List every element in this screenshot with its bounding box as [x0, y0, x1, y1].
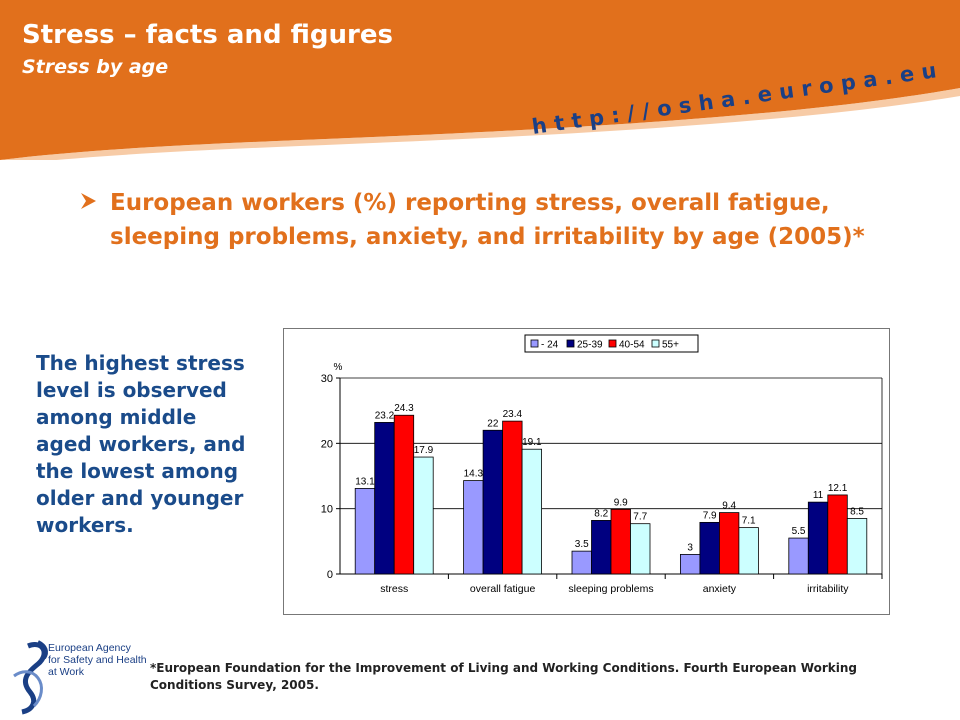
- arrow-bullet-icon: [81, 193, 96, 209]
- data-label: 11: [813, 490, 824, 501]
- data-label: 22: [487, 418, 499, 429]
- osha-url-link[interactable]: http://osha.europa.eu: [0, 0, 960, 160]
- data-label: 14.3: [464, 469, 484, 480]
- side-commentary: The highest stress level is observed amo…: [36, 351, 246, 537]
- legend-swatch: [566, 339, 575, 348]
- bar: [679, 553, 701, 575]
- bar: [846, 518, 868, 575]
- data-label: 17.9: [414, 445, 434, 456]
- data-label: 3.5: [575, 539, 589, 550]
- bar: [610, 508, 631, 575]
- bar: [591, 520, 612, 575]
- data-label: 8.2: [594, 508, 608, 519]
- data-label: 7.7: [633, 512, 647, 523]
- legend-swatch: [651, 339, 660, 348]
- bar: [413, 456, 434, 575]
- data-label: 23.2: [375, 410, 395, 421]
- bar: [827, 494, 848, 575]
- bar: [482, 429, 504, 575]
- bar: [354, 488, 376, 575]
- x-tick-label: sleeping problems: [568, 583, 653, 595]
- legend-label: - 24: [541, 340, 559, 351]
- legend-label: 25-39: [577, 340, 603, 351]
- data-label: 7.9: [703, 510, 717, 521]
- header-swoosh: [0, 0, 960, 160]
- y-tick-label: 30: [321, 373, 333, 385]
- y-tick-label: 0: [327, 569, 333, 581]
- logo-line: European Agency: [48, 642, 131, 654]
- bar: [699, 521, 720, 575]
- source-footnote: *European Foundation for the Improvement…: [150, 661, 857, 692]
- x-tick-label: irritability: [807, 583, 849, 595]
- bar: [738, 527, 759, 575]
- data-label: 3: [687, 542, 693, 553]
- chart-svg: 0 10 20 30% 13.1 23.224.3 17.9 stress 14.3 22 23.4…: [321, 334, 883, 595]
- bar: [463, 480, 484, 575]
- stress-by-age-chart: 0 10 20 30% 13.1 23.2 24.3 17.9 stress 14.3 22 23.4…: [283, 328, 890, 615]
- data-label: 19.1: [522, 437, 542, 448]
- bar: [521, 448, 543, 575]
- bar: [374, 422, 395, 575]
- legend-label: 55+: [662, 340, 679, 351]
- data-label: 9.9: [614, 497, 628, 508]
- data-label: 23.4: [503, 409, 523, 420]
- bar: [788, 537, 809, 575]
- x-tick-label: overall fatigue: [470, 583, 536, 595]
- legend-swatch: [530, 339, 539, 348]
- data-label: 13.1: [355, 476, 375, 487]
- y-tick-label: 20: [321, 438, 333, 450]
- logo-line: at Work: [48, 666, 84, 678]
- bullet-heading: European workers (%) reporting stress, o…: [78, 186, 938, 254]
- bar: [393, 414, 415, 575]
- bar: [630, 523, 651, 575]
- y-tick-label: 10: [321, 504, 333, 516]
- bar: [807, 501, 829, 575]
- bullet-text: European workers (%) reporting stress, o…: [110, 190, 865, 250]
- data-label: 24.3: [394, 403, 414, 414]
- osha-url-text[interactable]: http://osha.europa.eu: [530, 57, 945, 139]
- data-label: 12.1: [828, 483, 848, 494]
- eu-osha-logo-icon: [13, 640, 48, 715]
- logo-text: European Agency for Safety and Health at…: [48, 642, 148, 678]
- x-tick-label: anxiety: [703, 583, 737, 595]
- page-title: Stress – facts and figures: [22, 20, 393, 50]
- data-label: 7.1: [742, 516, 756, 527]
- data-label: 9.4: [722, 501, 736, 512]
- page-subtitle: Stress by age: [22, 56, 169, 78]
- data-label: 5.5: [792, 526, 806, 537]
- legend-swatch: [608, 339, 617, 348]
- legend-label: 40-54: [619, 340, 645, 351]
- header-band: Stress – facts and figures Stress by age…: [0, 0, 960, 160]
- logo-line: for Safety and Health: [48, 654, 147, 666]
- bar: [718, 512, 740, 575]
- bar: [571, 550, 592, 575]
- x-tick-label: stress: [380, 583, 408, 595]
- bar: [502, 420, 523, 575]
- data-label: 8.5: [850, 506, 864, 517]
- y-axis-label: %: [334, 362, 343, 373]
